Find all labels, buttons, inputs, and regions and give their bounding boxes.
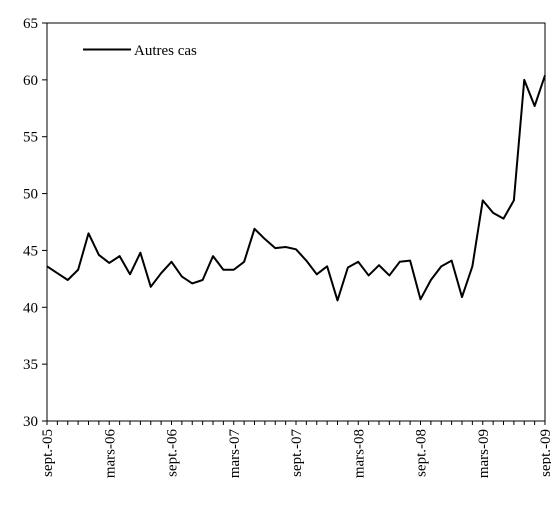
y-tick-label: 45 [23, 243, 38, 259]
y-tick-label: 30 [23, 414, 38, 430]
y-tick-label: 60 [23, 73, 38, 89]
x-tick-label: mars-07 [227, 429, 243, 479]
y-tick-label: 40 [23, 300, 38, 316]
x-tick-label: sept.-09 [538, 429, 551, 477]
y-tick-label: 35 [23, 357, 38, 373]
x-tick-label: mars-09 [476, 429, 492, 478]
x-tick-label: sept.-06 [165, 429, 181, 477]
x-tick-label: sept.-07 [289, 429, 305, 477]
y-axis: 30 35 40 45 50 55 60 65 [23, 16, 47, 430]
x-tick-label: sept.-08 [414, 429, 430, 477]
x-axis: sept.-05 mars-06 sept.-06 mars-07 sept.-07 ma… [40, 421, 551, 478]
y-tick-label: 55 [23, 130, 38, 146]
x-tick-label: sept.-05 [40, 429, 56, 477]
x-tick-label: mars-08 [351, 429, 367, 478]
x-tick-label: mars-06 [102, 429, 118, 479]
y-tick-label: 50 [23, 187, 38, 203]
series-line-autres-cas [46, 74, 546, 302]
y-tick-label: 65 [23, 16, 38, 32]
legend: Autres cas [78, 36, 228, 64]
legend-label: Autres cas [134, 43, 197, 59]
plot-area [46, 22, 546, 422]
